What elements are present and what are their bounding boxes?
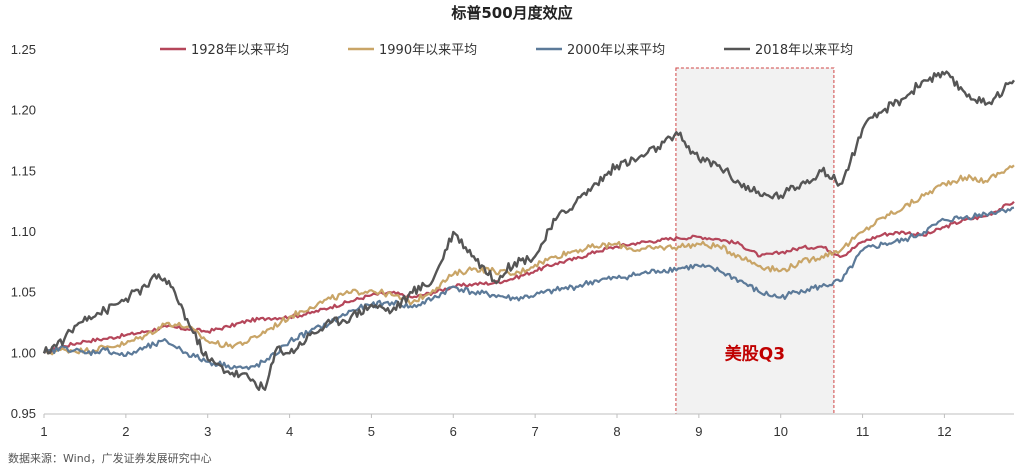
annotation-box-q3 — [675, 67, 835, 415]
x-tick-label: 7 — [532, 424, 539, 439]
legend-label: 1990年以来平均 — [379, 43, 477, 58]
series-line-4 — [42, 70, 1015, 391]
legend-item-1: 1928年以来平均 — [160, 43, 289, 58]
legend-label: 2000年以来平均 — [567, 43, 665, 58]
x-tick-label: 10 — [773, 424, 787, 439]
source-note: 数据来源：Wind，广发证券发展研究中心 — [8, 451, 212, 465]
y-tick-label: 1.20 — [11, 103, 36, 118]
x-tick-label: 5 — [368, 424, 375, 439]
y-tick-label: 1.10 — [11, 224, 36, 239]
y-tick-label: 1.00 — [11, 345, 36, 360]
x-tick-label: 2 — [122, 424, 129, 439]
x-tick-label: 3 — [204, 424, 211, 439]
legend-item-4: 2018年以来平均 — [724, 43, 853, 58]
axes: 0.951.001.051.101.151.201.251 2 3 4 5 6 7 8 9 10 1… — [11, 42, 1014, 439]
x-tick-label: 6 — [450, 424, 457, 439]
series-line-3 — [43, 206, 1015, 371]
series-line-1 — [43, 200, 1015, 355]
annotation-label: 美股Q3 — [725, 343, 785, 364]
annotation-layer: 美股Q3 — [675, 67, 835, 415]
legend-item-3: 2000年以来平均 — [536, 43, 665, 58]
legend-item-2: 1990年以来平均 — [348, 43, 477, 58]
series-layer — [42, 70, 1015, 391]
y-tick-label: 0.95 — [11, 406, 36, 421]
x-tick-label: 8 — [613, 424, 620, 439]
x-tick-label: 11 — [856, 424, 870, 439]
y-tick-label: 1.15 — [11, 163, 36, 178]
y-tick-label: 1.25 — [11, 42, 36, 57]
legend: 1928年以来平均 1990年以来平均 2000年以来平均 2018年以来平均 — [160, 43, 853, 58]
chart-title: 标普500月度效应 — [450, 4, 572, 22]
series-line-2 — [43, 164, 1015, 356]
legend-label: 1928年以来平均 — [191, 43, 289, 58]
x-tick-label: 4 — [286, 424, 293, 439]
x-tick-label: 12 — [937, 424, 951, 439]
legend-label: 2018年以来平均 — [755, 43, 853, 58]
x-tick-label: 9 — [695, 424, 702, 439]
y-tick-label: 1.05 — [11, 285, 36, 300]
x-tick-label: 1 — [40, 424, 47, 439]
